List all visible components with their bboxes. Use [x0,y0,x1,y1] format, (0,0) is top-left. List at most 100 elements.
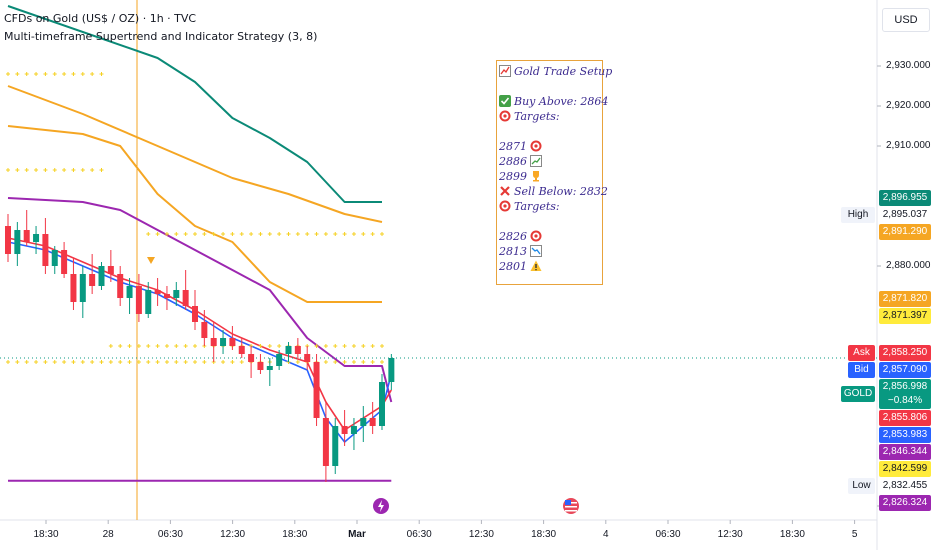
sell-target-3: 2801 [499,260,527,273]
candle-body [126,286,133,298]
candle-body [5,226,11,254]
candle-body [33,234,40,242]
time-tick-label: 06:30 [157,529,183,540]
price-tag: 2,857.090 [879,362,931,378]
price-tag: 2,832.455 [879,478,931,494]
candle-body [360,418,367,426]
flag-stripe [565,510,577,512]
sell-target-row-3: 2801 [499,260,545,273]
price-side-label: Low [848,478,875,494]
candle-body [201,322,208,338]
candle-body [332,426,339,466]
price-tag: 2,891.290 [879,224,931,241]
candle-body [61,250,68,274]
orange-supertrend-line [7,125,382,303]
target-icon [499,110,511,122]
candle-body [135,286,142,314]
price-side-label: GOLD [841,386,875,402]
price-tag: 2,855.806 [879,410,931,426]
candle-body [173,290,180,298]
targets-label-1: Targets: [514,110,560,123]
price-tag: 2,895.037 [879,207,931,224]
candle-body [14,230,21,254]
target-icon [499,200,511,212]
candle-body [248,354,255,362]
price-side-label: Bid [848,362,875,378]
buy-target-1: 2871 [499,140,527,153]
warning-icon [530,260,542,271]
indicator-lines [7,5,393,482]
price-tag-value: 2,871.397 [882,309,928,321]
price-tag: 2,842.599 [879,461,931,477]
lightning-glyph [378,500,384,512]
time-tick-label: 18:30 [779,529,805,540]
sell-target-row-1: 2826 [499,230,545,243]
candle-body [350,426,357,434]
price-tag-value: 2,842.599 [882,463,928,474]
target-icon [530,230,542,242]
buy-target-row-1: 2871 [499,140,545,153]
price-tag-value: 2,857.090 [882,364,928,375]
time-tick-label: 12:30 [220,529,246,540]
purple-supertrend-upper-line [7,197,393,403]
time-tick-label: 12:30 [468,529,494,540]
candle-body [229,338,236,346]
candle-body [107,266,114,274]
candle-body [42,234,49,266]
time-tick-label: 06:30 [655,529,681,540]
symbol-title[interactable]: CFDs on Gold (US$ / OZ) · 1h · TVC [4,12,197,25]
price-tick-label: 2,880.000 [886,260,931,271]
price-tag-value: 2,895.037 [882,209,928,221]
price-tag: 2,826.324 [879,495,931,511]
candles [5,210,395,482]
candle-body [163,294,170,298]
candle-body [70,274,77,302]
setup-title-row: Gold Trade Setup [499,65,612,78]
candle-body [285,346,292,354]
price-tag-value: 2,853.983 [882,429,928,440]
price-tag-value: 2,856.998 [882,381,928,392]
price-tag: 2,853.983 [879,427,931,443]
targets-label-2: Targets: [514,200,560,213]
buy-row: Buy Above: 2864 [499,95,608,108]
candle-body [341,426,348,434]
currency-button[interactable]: USD [882,8,930,32]
indicator-title[interactable]: Multi-timeframe Supertrend and Indicator… [4,30,318,43]
time-tick-label: Mar [348,529,366,540]
candle-body [313,362,320,418]
candle-body [79,274,86,302]
price-tag: 2,846.344 [879,444,931,460]
price-side-label: Ask [848,345,875,361]
flag-canton [565,500,571,505]
buy-target-3: 2899 [499,170,527,183]
trade-setup-panel: Gold Trade Setup Buy Above: 2864 Targets… [496,60,612,285]
chart-decreasing-icon [530,245,542,257]
candle-body [369,418,376,426]
price-tag-value: 2,846.344 [882,446,928,457]
sell-row: Sell Below: 2832 [499,185,608,198]
price-side-label: High [841,207,875,224]
price-tag: 2,871.397 [879,307,931,324]
buy-target-row-3: 2899 [499,170,545,183]
candle-body [322,418,329,466]
price-tick-label: 2,910.000 [886,140,931,151]
chart-icon [499,65,511,77]
sell-target-2: 2813 [499,245,527,258]
sell-target-row-2: 2813 [499,245,545,258]
check-icon [499,95,511,107]
price-tag: 2,858.250 [879,345,931,361]
price-tag-value: 2,896.955 [882,192,928,204]
teal-supertrend-line [7,5,382,203]
candle-body [266,366,273,370]
candle-body [182,290,189,306]
candle-body [89,274,96,286]
targets-row-1: Targets: [499,110,560,123]
price-tick-label: 2,920.000 [886,100,931,111]
time-tick-label: 28 [102,529,114,540]
candle-body [23,230,30,242]
time-tick-label: 18:30 [33,529,59,540]
candle-body [257,362,264,370]
price-change-percent: −0.84% [887,395,923,406]
